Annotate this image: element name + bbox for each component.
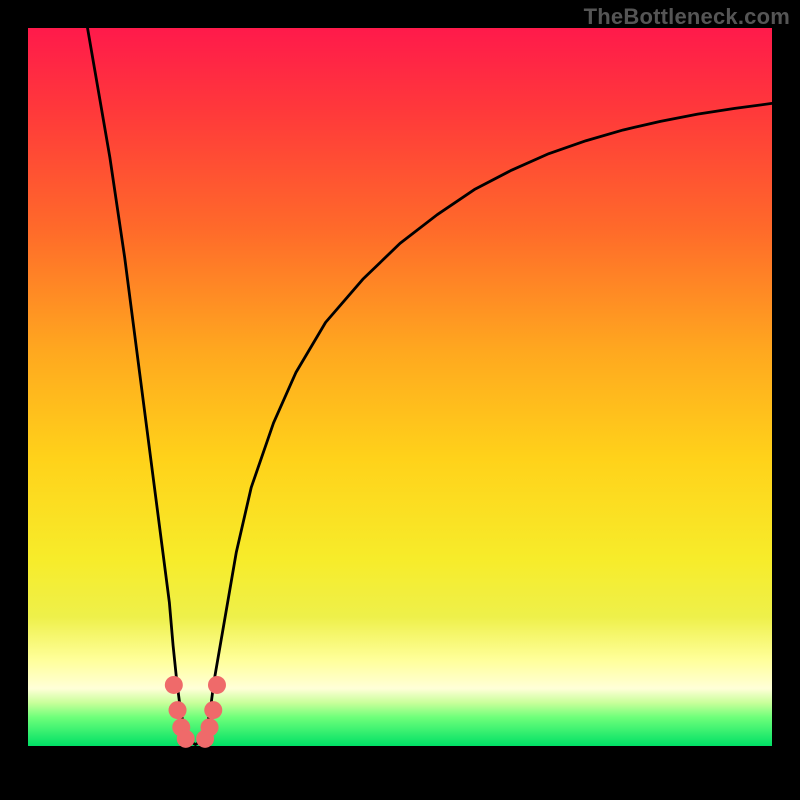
data-marker	[204, 701, 222, 719]
plot-background	[28, 28, 772, 746]
data-marker	[177, 730, 195, 748]
data-marker	[201, 718, 219, 736]
bottleneck-chart	[0, 0, 800, 800]
chart-container: TheBottleneck.com	[0, 0, 800, 800]
data-marker	[208, 676, 226, 694]
watermark-text: TheBottleneck.com	[584, 4, 790, 30]
data-marker	[169, 701, 187, 719]
data-marker	[165, 676, 183, 694]
